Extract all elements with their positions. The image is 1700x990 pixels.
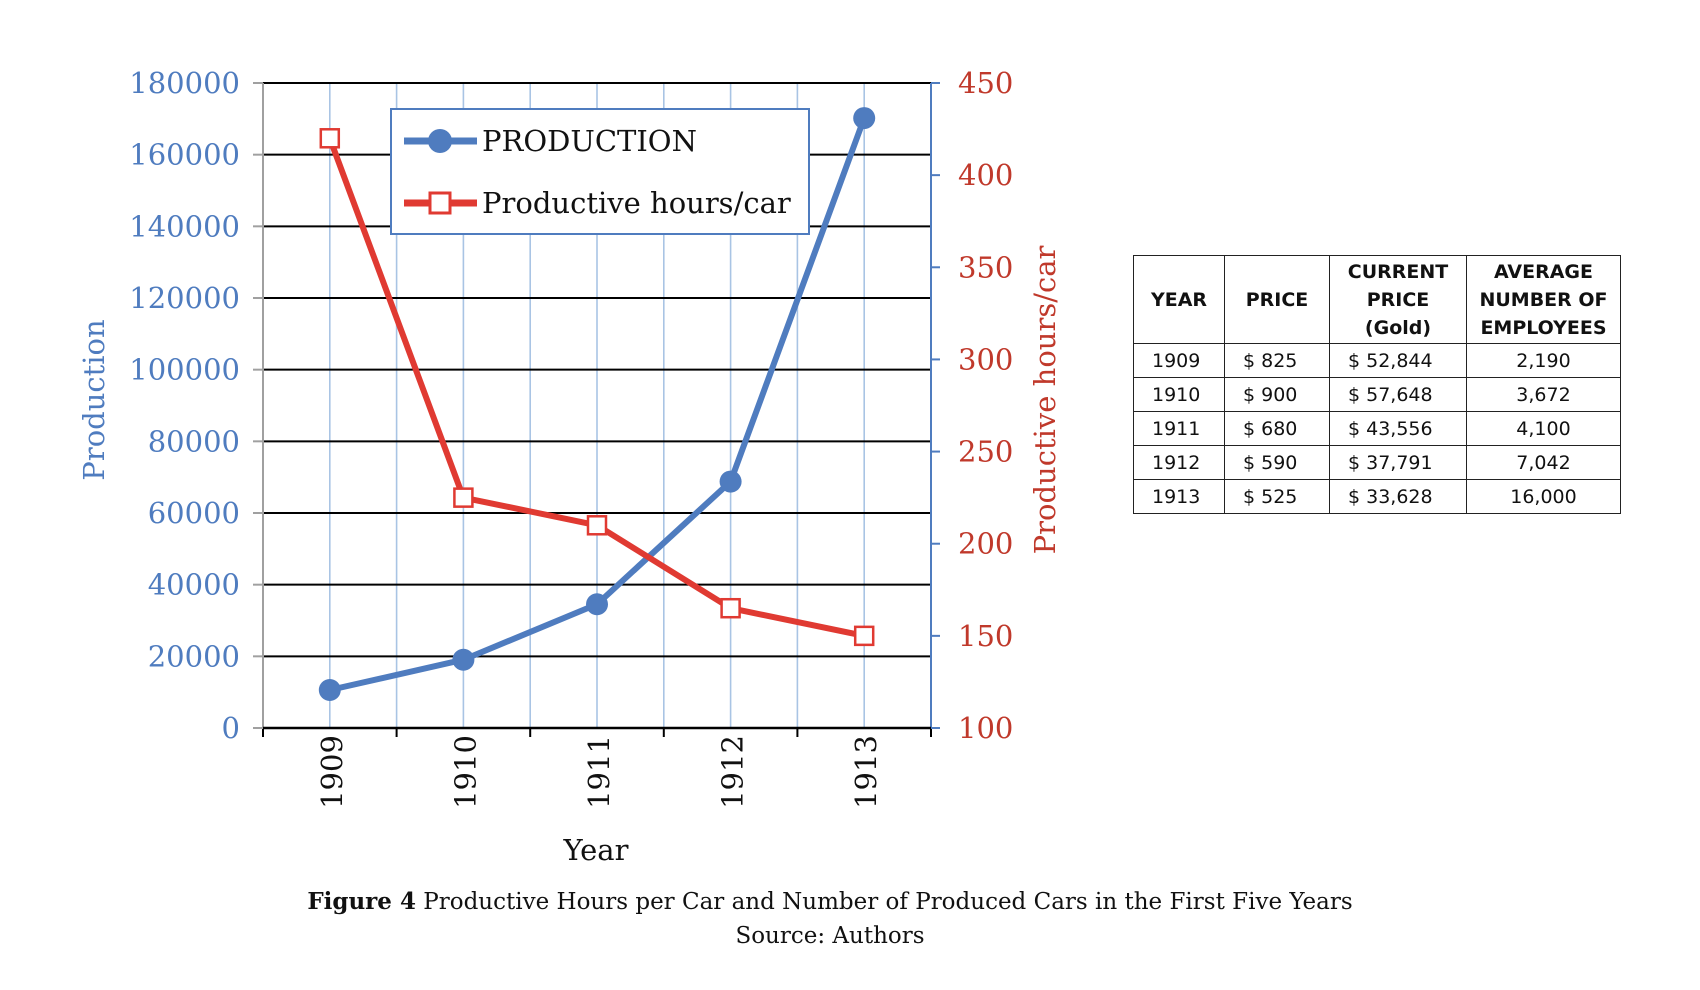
hours-point (453, 487, 474, 508)
right-tick-label: 300 (958, 342, 1013, 376)
hours-point (720, 597, 741, 619)
table-row: 1912 $ 590 $ 37,791 7,042 (1133, 445, 1621, 480)
left-tick-label: 40000 (148, 568, 240, 602)
x-tick-label: 1911 (582, 735, 616, 809)
table-cell-employees: 4,100 (1466, 411, 1621, 446)
right-tick-label: 200 (958, 527, 1013, 561)
left-tick-label: 80000 (148, 424, 240, 458)
series-layer (318, 107, 876, 701)
right-tick-label: 450 (958, 66, 1013, 100)
table-cell-employees: 3,672 (1466, 377, 1621, 412)
table-cell-employees: 2,190 (1466, 343, 1621, 378)
table-cell-price: $ 825 (1224, 343, 1330, 378)
production-point (586, 593, 608, 616)
production-point (853, 107, 876, 130)
table-header-current-price: CURRENT PRICE (Gold) (1329, 255, 1467, 344)
y-axis-left-label: Production (77, 319, 111, 480)
table-row: 1911 $ 680 $ 43,556 4,100 (1133, 411, 1621, 446)
left-axis-tick-labels: 0 20000 40000 60000 80000 100000 120000 140000 1… (129, 66, 240, 745)
legend-hours-marker (428, 191, 452, 215)
right-tick-label: 150 (958, 619, 1013, 653)
hours-point (586, 515, 608, 536)
left-tick-label: 140000 (129, 209, 240, 243)
left-tick-label: 180000 (129, 66, 240, 100)
axes (253, 82, 940, 737)
x-axis-tick-labels: 1909 1910 1911 1912 1913 (315, 735, 883, 809)
y-axis-right-label: Productive hours/car (1028, 245, 1062, 554)
x-tick-label: 1910 (448, 735, 482, 809)
right-tick-label: 400 (958, 158, 1013, 192)
hours-point (853, 625, 875, 647)
legend-box (390, 108, 810, 235)
x-tick-label: 1909 (315, 735, 349, 809)
table-cell-current-price: $ 57,648 (1329, 377, 1467, 412)
left-tick-label: 120000 (129, 281, 240, 315)
left-tick-label: 160000 (129, 138, 240, 172)
table-cell-current-price: $ 43,556 (1329, 411, 1467, 446)
table-row: 1913 $ 525 $ 33,628 16,000 (1133, 479, 1621, 514)
production-point (452, 648, 475, 671)
right-tick-label: 250 (958, 435, 1013, 469)
x-axis-label: Year (563, 833, 629, 867)
table-cell-year: 1911 (1133, 411, 1225, 446)
table-cell-year: 1910 (1133, 377, 1225, 412)
table-cell-current-price: $ 37,791 (1329, 445, 1467, 480)
production-data-table: YEAR PRICE CURRENT PRICE (Gold) AVERAGE … (1133, 255, 1621, 514)
table-cell-price: $ 680 (1224, 411, 1330, 446)
figure-caption: Figure 4 Productive Hours per Car and Nu… (0, 885, 1660, 953)
table-header-price: PRICE (1224, 255, 1330, 344)
legend-hours-label: Productive hours/car (482, 186, 791, 220)
caption-label: Figure 4 (307, 888, 416, 915)
left-tick-label: 100000 (129, 353, 240, 387)
x-tick-label: 1913 (849, 735, 883, 809)
right-tick-label: 350 (958, 250, 1013, 284)
production-point (719, 470, 742, 493)
caption-title: Figure 4 Productive Hours per Car and Nu… (0, 885, 1660, 919)
table-cell-year: 1909 (1133, 343, 1225, 378)
table-row: 1909 $ 825 $ 52,844 2,190 (1133, 343, 1621, 378)
table-row: 1910 $ 900 $ 57,648 3,672 (1133, 377, 1621, 412)
legend-production-label: PRODUCTION (482, 124, 697, 158)
table-cell-year: 1913 (1133, 479, 1225, 514)
legend-production-marker (428, 129, 452, 153)
table-cell-employees: 7,042 (1466, 445, 1621, 480)
left-tick-label: 60000 (148, 496, 240, 530)
table-header-year: YEAR (1133, 255, 1225, 344)
hours-point (319, 128, 341, 149)
left-tick-label: 0 (222, 711, 240, 745)
table-cell-year: 1912 (1133, 445, 1225, 480)
right-tick-label: 100 (958, 711, 1013, 745)
table-header-row: YEAR PRICE CURRENT PRICE (Gold) AVERAGE … (1133, 255, 1621, 344)
table-cell-price: $ 525 (1224, 479, 1330, 514)
legend: PRODUCTION Productive hours/car (390, 108, 810, 235)
production-point (318, 678, 341, 701)
left-tick-label: 20000 (148, 639, 240, 673)
table-cell-current-price: $ 52,844 (1329, 343, 1467, 378)
caption-source: Source: Authors (735, 923, 925, 949)
table-cell-price: $ 900 (1224, 377, 1330, 412)
table-cell-employees: 16,000 (1466, 479, 1621, 514)
caption-text: Productive Hours per Car and Number of P… (415, 889, 1353, 915)
combo-line-chart: 0 20000 40000 60000 80000 100000 120000 140000 1… (77, 66, 1062, 867)
table-cell-current-price: $ 33,628 (1329, 479, 1467, 514)
x-tick-label: 1912 (716, 735, 750, 809)
right-axis-tick-labels: 100 150 200 250 300 350 400 450 (958, 66, 1013, 745)
table-header-employees: AVERAGE NUMBER OF EMPLOYEES (1466, 255, 1621, 344)
table-cell-price: $ 590 (1224, 445, 1330, 480)
